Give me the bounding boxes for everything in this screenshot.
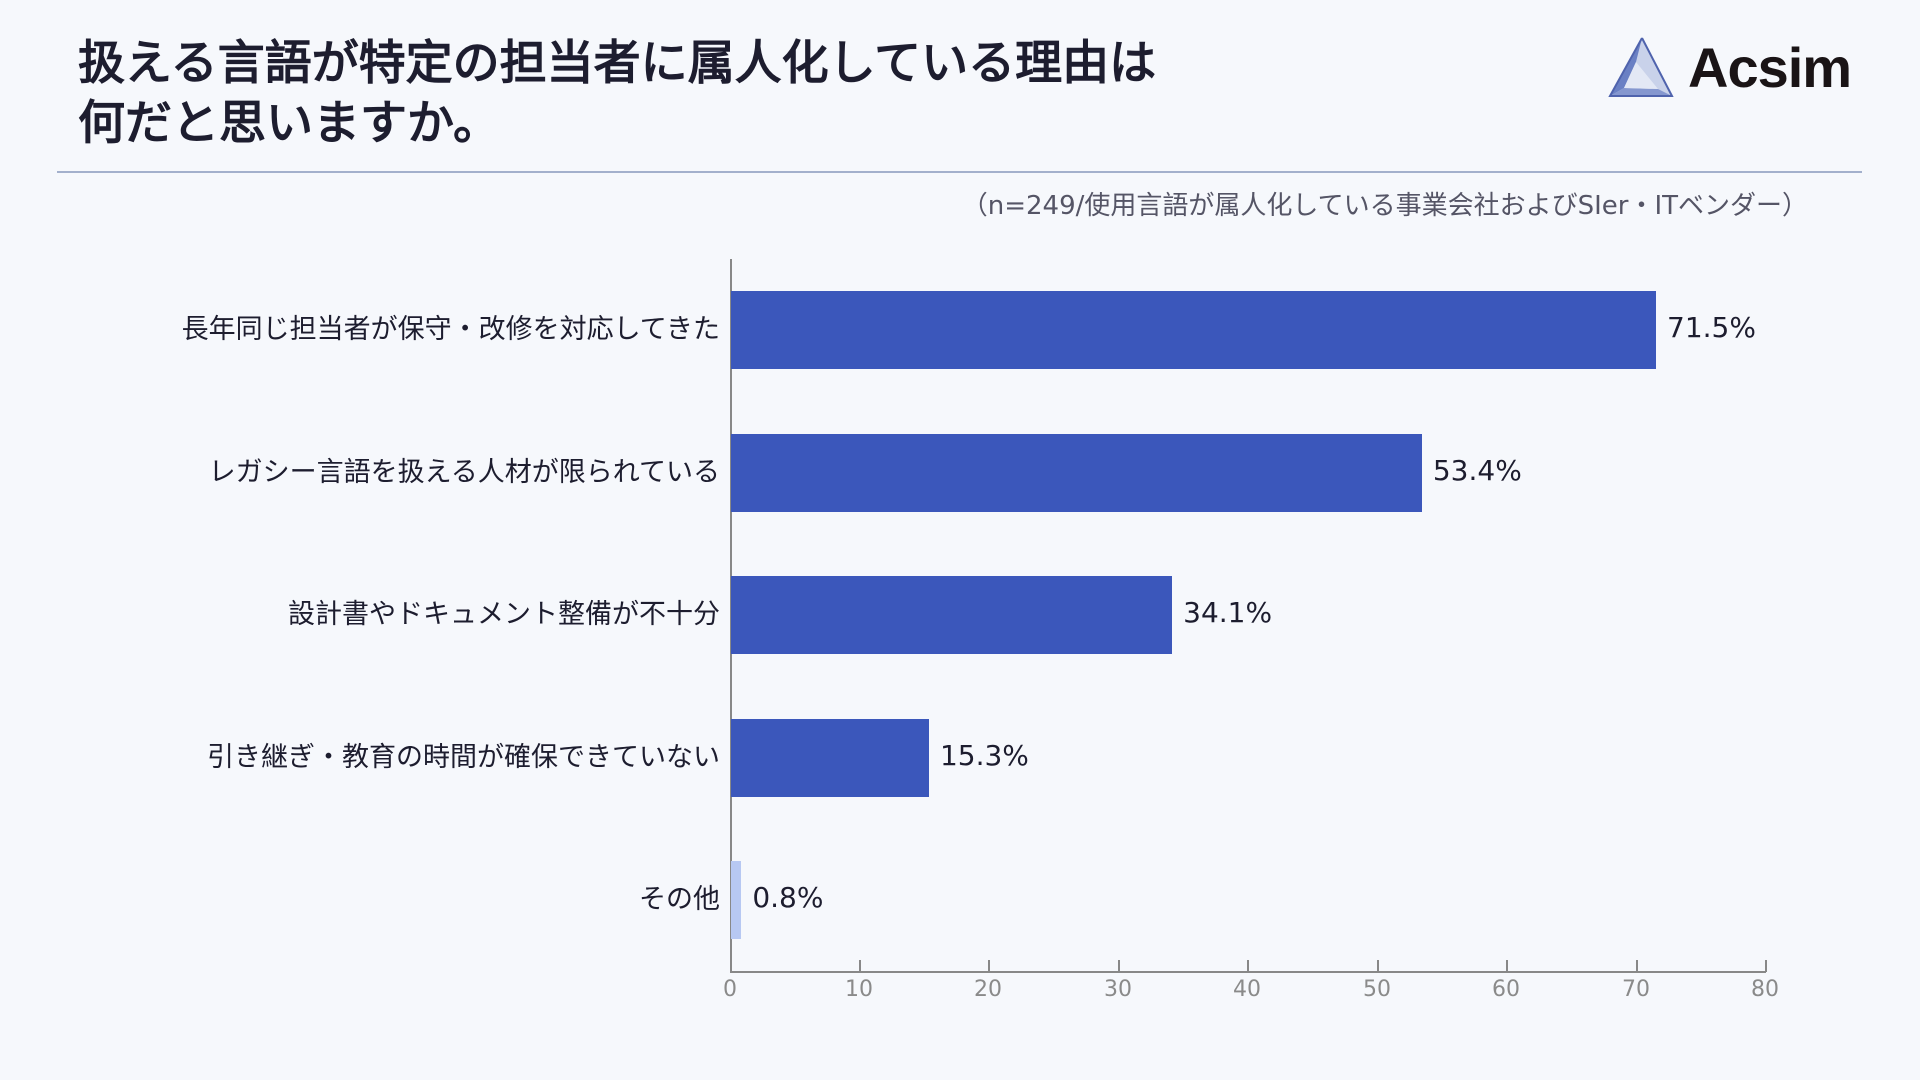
x-tick — [1247, 960, 1249, 972]
acsim-logo: Acsim — [1606, 36, 1852, 100]
x-tick — [1377, 960, 1379, 972]
chart-subtitle: （n=249/使用言語が属人化している事業会社およびSIer・ITベンダー） — [961, 191, 1808, 221]
value-label: 53.4% — [1432, 454, 1522, 487]
category-label: 長年同じ担当者が保守・改修を対応してきた — [181, 314, 720, 345]
page-title: 扱える言語が特定の担当者に属人化している理由は 何だと思いますか。 — [78, 34, 1278, 154]
value-label: 0.8% — [752, 881, 824, 914]
x-tick — [1636, 960, 1638, 972]
x-tick-label: 20 — [974, 977, 1002, 1002]
title-line-2: 何だと思いますか。 — [78, 96, 501, 151]
category-label: その他 — [639, 884, 720, 915]
x-tick-label: 50 — [1363, 977, 1391, 1002]
category-label: レガシー言語を扱える人材が限られている — [208, 457, 720, 488]
x-tick-label: 40 — [1233, 977, 1261, 1002]
bar — [731, 291, 1657, 369]
value-label: 34.1% — [1183, 596, 1273, 629]
category-label: 引き継ぎ・教育の時間が確保できていない — [207, 742, 720, 773]
x-tick-label: 60 — [1492, 977, 1520, 1002]
x-tick — [1765, 960, 1767, 972]
triangle-logo-icon — [1608, 37, 1674, 97]
x-tick-label: 0 — [723, 977, 737, 1002]
title-line-1: 扱える言語が特定の担当者に属人化している理由は — [78, 36, 1157, 91]
x-tick-label: 80 — [1751, 977, 1779, 1002]
bar — [731, 434, 1422, 512]
x-tick — [1118, 960, 1120, 972]
value-label: 71.5% — [1667, 311, 1756, 344]
x-tick-label: 30 — [1104, 977, 1132, 1002]
x-tick — [988, 960, 990, 972]
x-tick-label: 10 — [845, 977, 873, 1002]
x-tick-label: 70 — [1622, 977, 1650, 1002]
logo-text: Acsim — [1688, 36, 1852, 99]
bar — [731, 576, 1173, 654]
header-divider — [57, 171, 1862, 173]
bar — [731, 861, 742, 939]
x-tick — [1506, 960, 1508, 972]
category-label: 設計書やドキュメント整備が不十分 — [288, 599, 720, 630]
value-label: 15.3% — [939, 739, 1029, 772]
y-axis-line — [730, 259, 732, 972]
bar — [731, 719, 929, 797]
x-tick — [859, 960, 861, 972]
x-tick — [730, 960, 732, 972]
